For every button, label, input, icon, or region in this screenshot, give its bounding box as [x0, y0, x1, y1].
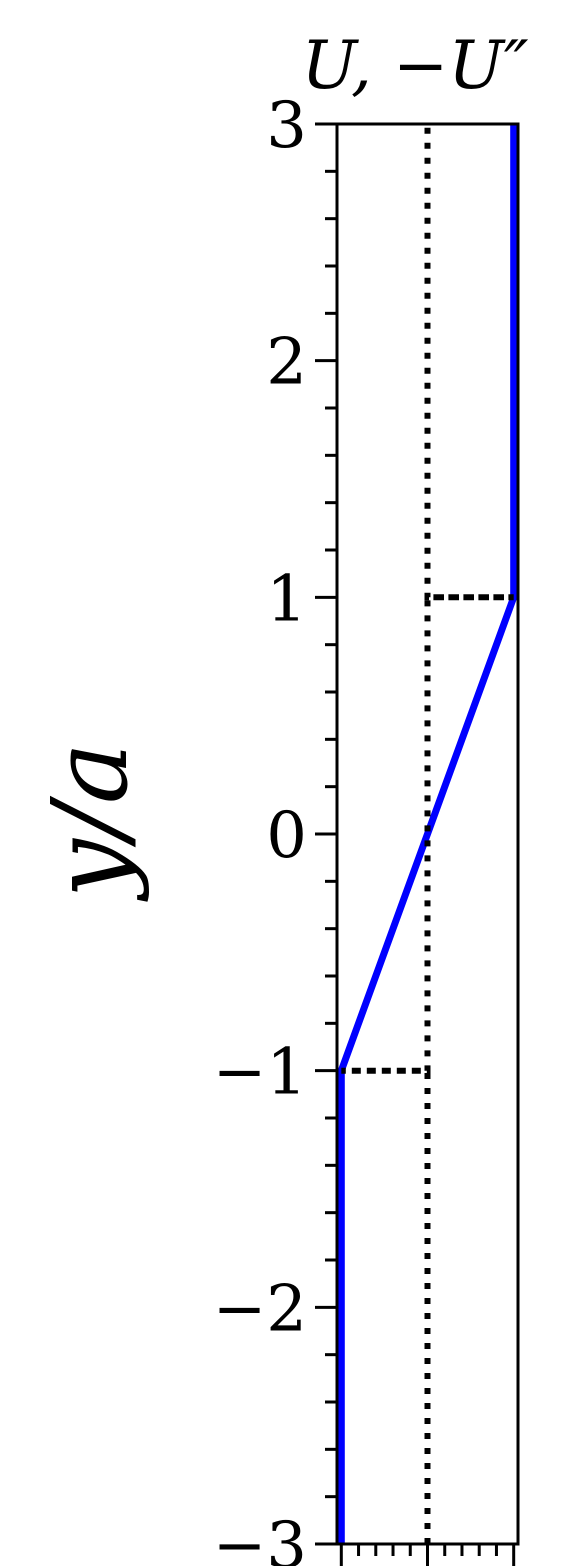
- y-tick-label: 0: [266, 799, 307, 873]
- y-tick-label: −3: [213, 1509, 307, 1566]
- y-tick-label: −1: [213, 1036, 307, 1110]
- y-tick-label: −2: [213, 1272, 307, 1346]
- axes: −3 −2 −1 0 1 2 3: [213, 89, 520, 1566]
- chart-title: U, −U″: [301, 27, 528, 104]
- y-tick-label: 3: [266, 89, 307, 163]
- y-tick-label: 2: [266, 326, 307, 400]
- series-line-dotted: [341, 124, 514, 1544]
- y-tick-label: 1: [266, 562, 307, 636]
- plot-area: [337, 124, 518, 1544]
- series-line-solid: [337, 124, 518, 1544]
- y-axis-label: y/a: [29, 742, 151, 902]
